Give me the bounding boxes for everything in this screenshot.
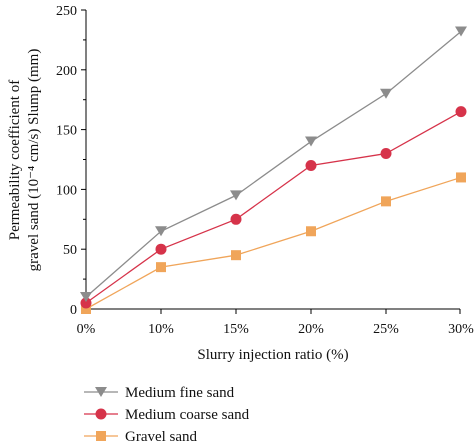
- series-line-medium-coarse-sand: [85, 111, 462, 304]
- data-point-medium-fine-sand: [455, 26, 467, 37]
- y-axis-title: Permeability coefficient of gravel sand …: [7, 49, 42, 272]
- data-point-gravel-sand: [156, 262, 166, 273]
- legend-item-gravel-sand: Gravel sand: [84, 429, 198, 445]
- data-point-gravel-sand: [81, 304, 91, 314]
- legend-label-medium-fine-sand: Medium fine sand: [125, 385, 235, 401]
- y-tick-label: 200: [56, 64, 77, 79]
- x-tick-label: 15%: [223, 322, 249, 337]
- series-gravel-sand: [81, 172, 466, 314]
- series-line-medium-fine-sand: [85, 31, 462, 298]
- legend: Medium fine sand Medium coarse sand Grav…: [84, 385, 250, 445]
- y-tick-label: 50: [63, 243, 77, 258]
- legend-label-gravel-sand: Gravel sand: [125, 429, 198, 445]
- legend-marker-medium-coarse-sand: [95, 408, 107, 420]
- x-tick-label: 30%: [448, 322, 474, 337]
- series-layer: [80, 26, 467, 314]
- y-axis-title-line-1: Permeability coefficient of: [7, 80, 23, 241]
- data-point-medium-coarse-sand: [305, 159, 317, 171]
- y-tick-label: 0: [70, 303, 77, 318]
- legend-marker-gravel-sand: [96, 431, 106, 441]
- x-ticks: 0% 10% 15% 20% 25% 30%: [77, 309, 474, 337]
- x-tick-label: 0%: [77, 322, 96, 337]
- x-axis-title: Slurry injection ratio (%): [197, 347, 348, 363]
- y-tick-label: 100: [56, 183, 77, 198]
- data-point-gravel-sand: [456, 172, 466, 183]
- data-point-medium-fine-sand: [230, 190, 242, 201]
- data-point-medium-coarse-sand: [380, 148, 392, 160]
- data-point-medium-fine-sand: [155, 226, 167, 237]
- data-point-medium-coarse-sand: [155, 243, 167, 255]
- legend-item-medium-coarse-sand: Medium coarse sand: [84, 407, 250, 423]
- series-line-gravel-sand: [85, 176, 462, 310]
- legend-item-medium-fine-sand: Medium fine sand: [84, 385, 235, 401]
- x-tick-label: 20%: [298, 322, 324, 337]
- y-axis-title-line-2: gravel sand (10⁻⁴ cm/s) Slump (mm): [26, 49, 42, 272]
- y-tick-label: 250: [56, 4, 77, 19]
- data-point-medium-fine-sand: [80, 292, 92, 303]
- data-point-gravel-sand: [381, 196, 391, 207]
- y-tick-label: 150: [56, 124, 77, 139]
- series-medium-fine-sand: [80, 26, 467, 303]
- y-ticks: 0 50 100 150 200 250: [56, 4, 86, 318]
- legend-marker-medium-fine-sand: [95, 387, 107, 397]
- data-point-gravel-sand: [231, 250, 241, 261]
- x-tick-label: 25%: [373, 322, 399, 337]
- data-point-medium-fine-sand: [380, 88, 392, 99]
- data-point-medium-coarse-sand: [455, 106, 467, 118]
- legend-label-medium-coarse-sand: Medium coarse sand: [125, 407, 250, 423]
- data-point-medium-coarse-sand: [230, 213, 242, 225]
- data-point-gravel-sand: [306, 226, 316, 237]
- data-point-medium-fine-sand: [305, 136, 317, 147]
- series-medium-coarse-sand: [80, 106, 467, 309]
- x-tick-label: 10%: [148, 322, 174, 337]
- axes: [85, 10, 460, 310]
- data-point-medium-coarse-sand: [80, 297, 92, 309]
